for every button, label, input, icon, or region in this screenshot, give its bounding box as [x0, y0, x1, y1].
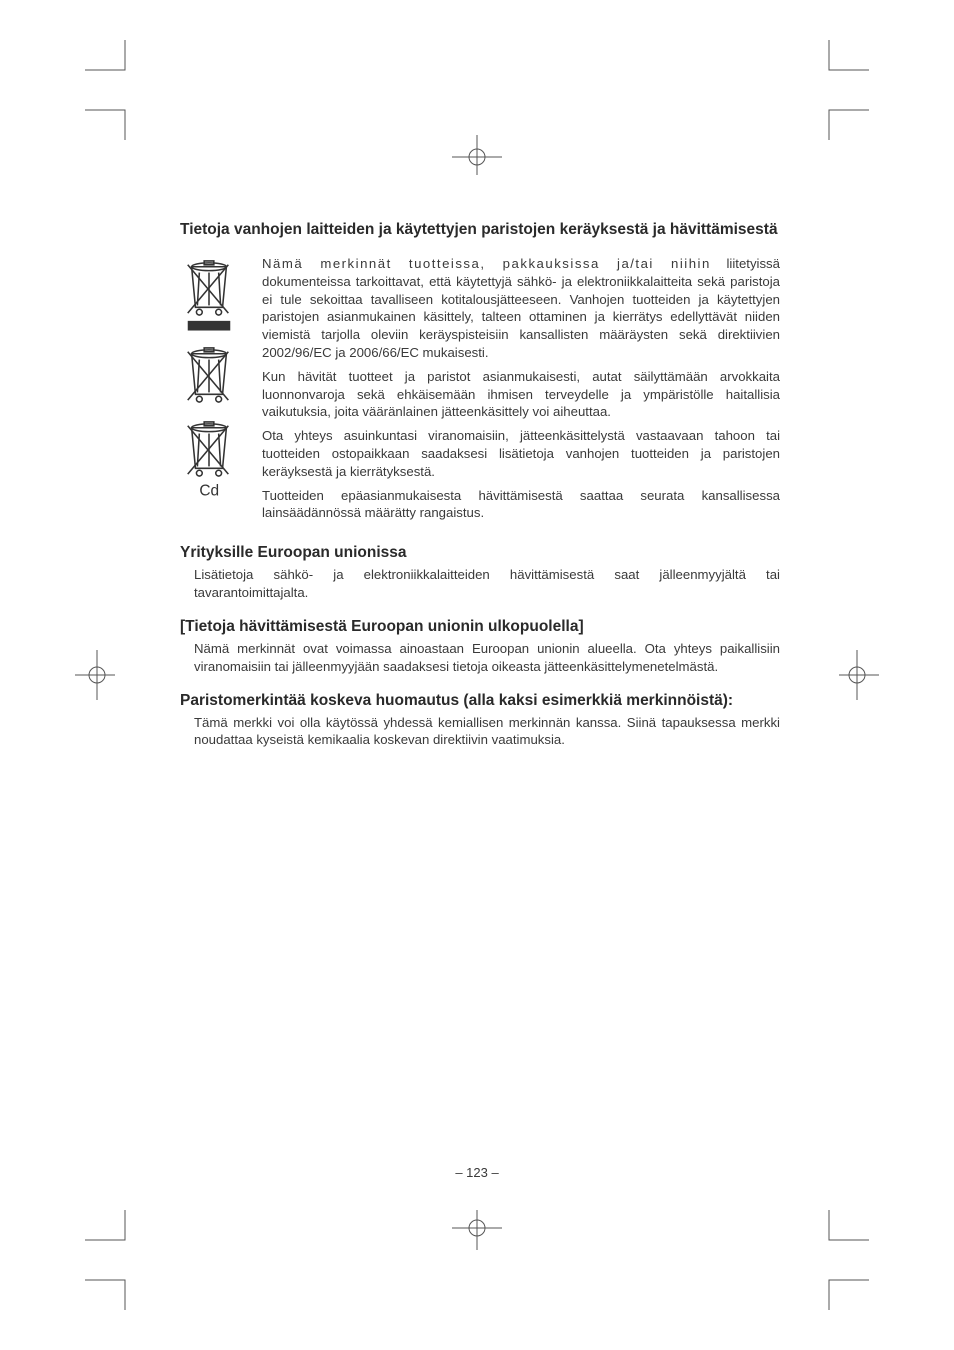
section1-p2: Kun hävität tuotteet ja paristot asianmu…: [262, 368, 780, 421]
weee-bin-cd-icon: Cd: [180, 420, 238, 499]
section4-heading: Paristomerkintää koskeva huomautus (alla…: [180, 692, 780, 710]
crop-mark-top-right: [809, 40, 869, 140]
registration-mark-right: [839, 650, 879, 700]
section4-p1: Tämä merkki voi olla käytössä yhdessä ke…: [180, 714, 780, 750]
section1-text-column: Nämä merkinnät tuotteissa, pakkauksissa …: [262, 255, 780, 528]
weee-icons-column: Cd: [180, 255, 244, 528]
section2-p1: Lisätietoja sähkö- ja elektroniikkalaitt…: [180, 566, 780, 602]
page-content: Tietoja vanhojen laitteiden ja käytettyj…: [180, 220, 780, 755]
registration-mark-left: [75, 650, 115, 700]
page-number: – 123 –: [455, 1165, 498, 1180]
section1-p4: Tuotteiden epäasianmukaisesta hävittämis…: [262, 487, 780, 523]
section1-p1: Nämä merkinnät tuotteissa, pakkauksissa …: [262, 255, 780, 362]
crop-mark-bottom-right: [809, 1210, 869, 1310]
crop-mark-top-left: [85, 40, 145, 140]
weee-bin-icon: [180, 346, 238, 408]
section2-heading: Yrityksille Euroopan unionissa: [180, 544, 780, 562]
weee-block: Cd Nämä merkinnät tuotteissa, pakkauksis…: [180, 255, 780, 528]
registration-mark-top: [452, 135, 502, 175]
section3-p1: Nämä merkinnät ovat voimassa ainoastaan …: [180, 640, 780, 676]
weee-bin-bar-icon: [180, 259, 238, 334]
section1-p3: Ota yhteys asuinkuntasi viranomaisiin, j…: [262, 427, 780, 480]
section1-p1-lead: Nämä merkinnät tuotteissa, pakkauksissa …: [262, 256, 711, 271]
section1-heading: Tietoja vanhojen laitteiden ja käytettyj…: [180, 220, 780, 241]
registration-mark-bottom: [452, 1210, 502, 1250]
cd-label: Cd: [199, 483, 219, 500]
section3-heading: [Tietoja hävittämisestä Euroopan unionin…: [180, 618, 780, 636]
crop-mark-bottom-left: [85, 1210, 145, 1310]
